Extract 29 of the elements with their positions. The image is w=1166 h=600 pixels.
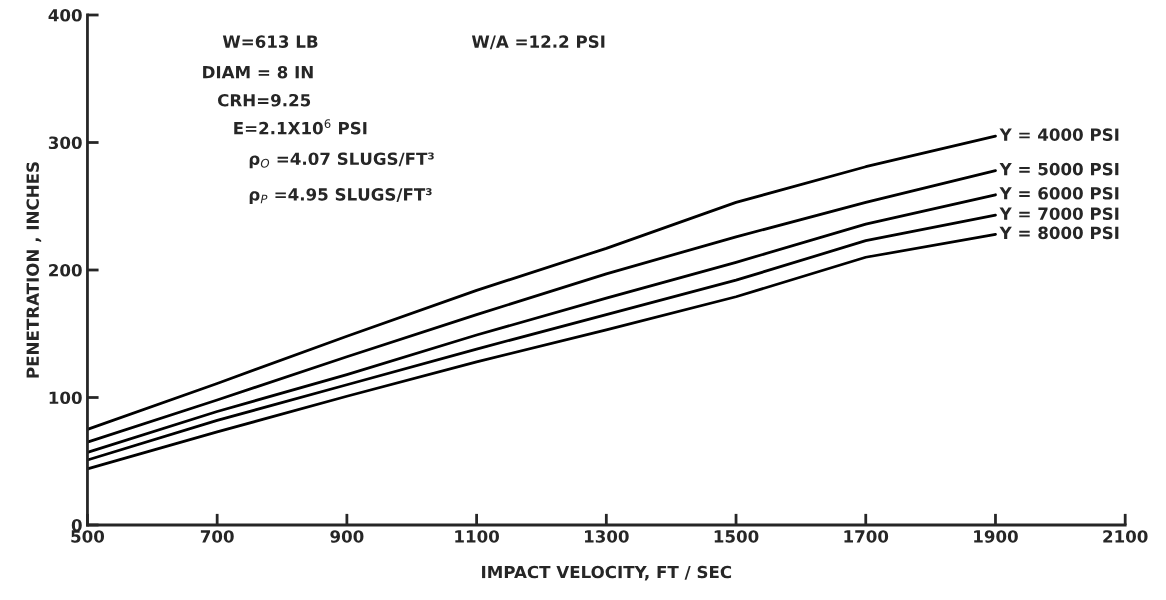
- series-label: Y = 6000 PSI: [999, 187, 1119, 200]
- annotation: ρ$_{P}$ =4.95 SLUGS/FT³: [249, 188, 432, 204]
- x-tick-label: 2100: [1103, 530, 1148, 543]
- annotation: CRH=9.25: [218, 93, 311, 107]
- annotation: W/A =12.2 PSI: [471, 35, 605, 50]
- annotation: DIAM = 8 IN: [203, 65, 313, 79]
- x-tick-label: 1300: [585, 530, 629, 543]
- x-axis-title: IMPACT VELOCITY, FT / SEC: [482, 565, 732, 581]
- annotation: ρ$_{O}$ =4.07 SLUGS/FT³: [249, 152, 434, 169]
- y-tick-label: 300: [48, 136, 82, 150]
- x-tick-label: 700: [200, 530, 234, 543]
- series-label: Y = 7000 PSI: [999, 207, 1119, 221]
- x-tick-label: 900: [330, 530, 364, 543]
- y-tick-label: 0: [71, 518, 82, 532]
- y-tick-label: 200: [49, 263, 82, 277]
- x-tick-label: 1700: [844, 530, 889, 543]
- x-tick-label: 500: [71, 530, 105, 543]
- y-axis-title: PENETRATION , INCHES: [26, 162, 42, 378]
- annotation: E=2.1X10$^{6}$ PSI: [234, 119, 367, 135]
- x-tick-label: 1900: [974, 530, 1018, 543]
- x-tick-label: 1500: [714, 530, 759, 543]
- series-label: Y = 4000 PSI: [999, 128, 1119, 141]
- series-label: Y = 8000 PSI: [999, 226, 1119, 240]
- annotation: W=613 LB: [222, 35, 318, 48]
- line-series: [87, 134, 997, 431]
- series-label: Y = 5000 PSI: [999, 162, 1119, 176]
- x-tick-label: 1100: [455, 530, 499, 543]
- y-tick-label: 400: [48, 8, 82, 22]
- y-tick-label: 100: [49, 391, 82, 405]
